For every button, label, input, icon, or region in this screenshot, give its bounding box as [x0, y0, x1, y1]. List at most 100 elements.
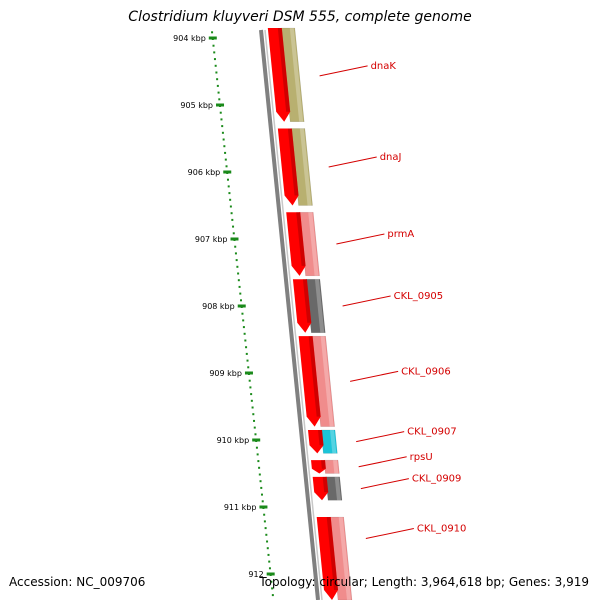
ruler-minor-tick — [216, 84, 219, 87]
ruler-minor-tick — [248, 379, 251, 382]
ruler-minor-tick — [253, 419, 256, 422]
cog-bar-shine — [289, 28, 304, 122]
cds-arrow-shade — [296, 212, 306, 266]
ruler-minor-tick — [258, 466, 261, 469]
ruler-minor-tick — [213, 51, 216, 54]
ruler-minor-tick — [261, 500, 264, 503]
ruler-minor-tick — [213, 58, 216, 61]
kbp-tick-label: 908 kbp — [202, 302, 235, 311]
cds-track — [267, 28, 338, 600]
ruler-minor-tick — [246, 359, 249, 362]
cds-arrow — [316, 517, 338, 600]
ruler-minor-tick — [247, 366, 250, 369]
kbp-tick-label: 904 kbp — [173, 34, 206, 43]
ruler-minor-tick — [267, 553, 270, 556]
ruler-minor-tick — [220, 118, 223, 121]
cds-arrow — [298, 336, 321, 427]
ruler-major-tick — [216, 103, 225, 107]
ruler-major-tick — [252, 438, 261, 442]
ruler-minor-tick — [257, 460, 260, 463]
cog-bar-shine — [299, 128, 312, 206]
ruler-minor-tick — [270, 580, 273, 583]
cds-arrow — [311, 460, 326, 474]
ruler-minor-tick — [240, 299, 243, 302]
ruler-minor-tick — [263, 513, 266, 516]
ruler-minor-tick — [266, 540, 269, 543]
ruler-minor-tick — [245, 352, 248, 355]
gene-label: CKL_0907 — [407, 427, 457, 438]
ruler-minor-tick — [224, 158, 227, 161]
ruler-minor-tick — [214, 64, 217, 67]
kbp-tick-label: 905 kbp — [180, 101, 213, 110]
ruler-minor-tick — [215, 71, 218, 74]
cds-arrow — [267, 28, 291, 122]
ruler-major-tick — [259, 505, 268, 509]
cds-arrow-shade — [302, 279, 312, 323]
ruler-minor-tick — [223, 145, 226, 148]
cds-arrow — [307, 429, 324, 454]
label-leader — [342, 295, 391, 307]
ruler-minor-tick — [266, 547, 269, 550]
ruler-minor-tick — [221, 131, 224, 134]
ruler-minor-tick — [271, 587, 274, 590]
ruler-minor-tick — [228, 192, 231, 195]
gene-label: CKL_0910 — [417, 524, 467, 535]
ruler-minor-tick — [250, 393, 253, 396]
ruler-minor-tick — [253, 426, 256, 429]
ruler-minor-tick — [243, 332, 246, 335]
ruler-minor-tick — [222, 138, 225, 141]
cds-arrow-shade — [277, 28, 291, 112]
ruler-minor-tick — [252, 413, 255, 416]
gene-label: CKL_0905 — [394, 291, 444, 302]
gene-label: rpsU — [410, 452, 433, 463]
ruler-minor-tick — [218, 98, 221, 101]
cog-bar-shine — [314, 279, 325, 333]
ruler-minor-tick — [237, 272, 240, 275]
ruler-minor-tick — [242, 326, 245, 329]
cds-arrow — [292, 279, 312, 333]
cds-arrow — [286, 212, 306, 276]
kbp-tick-label: 912 — [248, 570, 263, 579]
topology-label: Topology: circular; Length: 3,964,618 bp… — [259, 575, 589, 589]
ruler-minor-tick — [259, 480, 262, 483]
cds-arrow-shade — [317, 429, 324, 446]
ruler-major-tick — [230, 237, 239, 241]
ruler-minor-tick — [226, 178, 229, 181]
gene-label: CKL_0909 — [412, 474, 462, 485]
label-leader — [336, 233, 385, 245]
ruler-minor-tick — [234, 252, 237, 255]
gene-labels: dnaK dnaJ prmA CKL_0905 CKL_0906 CKL_0907 rpsU… — [319, 61, 467, 540]
ruler-minor-tick — [221, 125, 224, 128]
ruler-minor-tick — [242, 319, 245, 322]
ruler-major-tick — [223, 170, 232, 174]
ruler-minor-tick — [249, 386, 252, 389]
ruler-minor-tick — [250, 399, 253, 402]
ruler-minor-tick — [239, 292, 242, 295]
ruler-minor-tick — [225, 165, 228, 168]
ruler-minor-tick — [264, 527, 267, 530]
ruler-minor-tick — [234, 245, 237, 248]
cds-arrow — [312, 476, 329, 501]
ruler-minor-tick — [265, 533, 268, 536]
ruler-minor-tick — [237, 279, 240, 282]
kbp-tick-label: 906 kbp — [188, 168, 221, 177]
ruler-minor-tick — [219, 111, 222, 114]
ruler-minor-tick — [263, 520, 266, 523]
ruler-minor-tick — [245, 346, 248, 349]
label-leader — [356, 431, 405, 443]
backbone-line — [259, 29, 320, 600]
kbp-tick-label: 911 kbp — [224, 503, 257, 512]
gene-label: dnaK — [371, 61, 397, 72]
gene-label: prmA — [387, 229, 414, 240]
ruler-minor-tick — [260, 493, 263, 496]
label-leader — [358, 456, 407, 468]
ruler-minor-tick — [251, 406, 254, 409]
ruler-minor-tick — [229, 198, 232, 201]
ruler-minor-tick — [217, 91, 220, 94]
ruler-minor-tick — [238, 285, 241, 288]
cog-bar-shine — [329, 429, 337, 454]
ruler-minor-tick — [230, 212, 233, 215]
cog-bar-shine — [338, 517, 351, 600]
cog-bar-shine — [334, 476, 342, 501]
